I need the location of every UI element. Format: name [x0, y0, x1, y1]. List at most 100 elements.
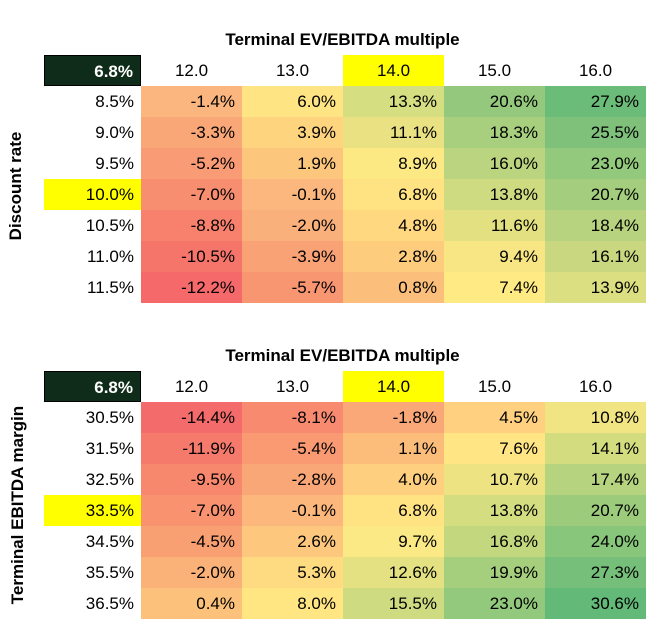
value-cell: 18.4%	[545, 210, 646, 241]
value-cell: 6.8%	[343, 495, 444, 526]
value-cell: 4.0%	[343, 464, 444, 495]
value-cell: -8.8%	[141, 210, 242, 241]
value-cell: 4.5%	[444, 402, 545, 433]
value-cell: 27.3%	[545, 557, 646, 588]
value-cell: 18.3%	[444, 117, 545, 148]
value-cell: 13.9%	[545, 272, 646, 303]
row-axis-label: Discount rate	[6, 131, 25, 241]
value-cell: -11.9%	[141, 433, 242, 464]
value-cell: 25.5%	[545, 117, 646, 148]
row-header: 9.0%	[95, 123, 134, 142]
value-cell: -0.1%	[242, 495, 343, 526]
value-cell: 2.6%	[242, 526, 343, 557]
value-cell: 8.9%	[343, 148, 444, 179]
row-header: 8.5%	[95, 92, 134, 111]
table-title: Terminal EV/EBITDA multiple	[225, 30, 460, 49]
sensitivity-grid: 6.8% 12.0 13.0 14.0 15.0 16.0 8.5% -1.4% 6.0% 13.…	[44, 55, 646, 303]
value-cell: -2.0%	[141, 557, 242, 588]
value-cell: -0.1%	[242, 179, 343, 210]
value-cell: 15.5%	[343, 588, 444, 619]
value-cell: 10.7%	[444, 464, 545, 495]
row-header: 10.5%	[85, 216, 134, 235]
value-cell: 11.6%	[444, 210, 545, 241]
value-cell: 13.8%	[444, 495, 545, 526]
value-cell: -5.4%	[242, 433, 343, 464]
value-cell: 5.3%	[242, 557, 343, 588]
value-cell: -5.2%	[141, 148, 242, 179]
value-cell: -8.1%	[242, 402, 343, 433]
value-cell: 24.0%	[545, 526, 646, 557]
value-cell: 30.6%	[545, 588, 646, 619]
base-case-value: 6.8%	[44, 371, 141, 402]
value-cell: 23.0%	[545, 148, 646, 179]
row-header: 30.5%	[85, 408, 134, 427]
column-header: 13.0	[275, 377, 310, 396]
value-cell: -12.2%	[141, 272, 242, 303]
value-cell: -2.8%	[242, 464, 343, 495]
row-header: 9.5%	[95, 154, 134, 173]
row-header: 36.5%	[85, 594, 134, 613]
value-cell: 8.0%	[242, 588, 343, 619]
column-header: 12.0	[174, 61, 209, 80]
value-cell: 9.7%	[343, 526, 444, 557]
row-header: 10.0%	[44, 179, 141, 210]
value-cell: -1.4%	[141, 86, 242, 117]
column-header: 15.0	[477, 61, 512, 80]
column-header: 15.0	[477, 377, 512, 396]
value-cell: 20.6%	[444, 86, 545, 117]
value-cell: 19.9%	[444, 557, 545, 588]
value-cell: 4.8%	[343, 210, 444, 241]
base-case-value: 6.8%	[44, 55, 141, 86]
value-cell: 0.4%	[141, 588, 242, 619]
value-cell: -1.8%	[343, 402, 444, 433]
row-header: 32.5%	[85, 470, 134, 489]
value-cell: 3.9%	[242, 117, 343, 148]
value-cell: 9.4%	[444, 241, 545, 272]
row-header: 11.0%	[87, 247, 134, 266]
value-cell: 16.0%	[444, 148, 545, 179]
sensitivity-grid: 6.8% 12.0 13.0 14.0 15.0 16.0 30.5% -14.4% -8.1%…	[44, 371, 646, 619]
value-cell: 7.6%	[444, 433, 545, 464]
value-cell: -3.3%	[141, 117, 242, 148]
value-cell: 13.8%	[444, 179, 545, 210]
value-cell: 6.8%	[343, 179, 444, 210]
column-header: 14.0	[343, 55, 444, 86]
column-header: 16.0	[578, 61, 613, 80]
value-cell: -14.4%	[141, 402, 242, 433]
value-cell: 27.9%	[545, 86, 646, 117]
value-cell: 12.6%	[343, 557, 444, 588]
row-header: 35.5%	[85, 563, 134, 582]
value-cell: 11.1%	[343, 117, 444, 148]
value-cell: -4.5%	[141, 526, 242, 557]
value-cell: 1.1%	[343, 433, 444, 464]
value-cell: 14.1%	[545, 433, 646, 464]
table-title: Terminal EV/EBITDA multiple	[225, 346, 460, 365]
column-header: 12.0	[174, 377, 209, 396]
value-cell: 23.0%	[444, 588, 545, 619]
value-cell: -2.0%	[242, 210, 343, 241]
column-header: 16.0	[578, 377, 613, 396]
value-cell: 2.8%	[343, 241, 444, 272]
value-cell: -3.9%	[242, 241, 343, 272]
value-cell: 20.7%	[545, 495, 646, 526]
value-cell: 0.8%	[343, 272, 444, 303]
value-cell: -7.0%	[141, 179, 242, 210]
value-cell: -9.5%	[141, 464, 242, 495]
column-header: 13.0	[275, 61, 310, 80]
value-cell: -10.5%	[141, 241, 242, 272]
row-header: 34.5%	[85, 532, 134, 551]
column-header: 14.0	[343, 371, 444, 402]
value-cell: -5.7%	[242, 272, 343, 303]
row-header: 31.5%	[85, 439, 134, 458]
value-cell: 17.4%	[545, 464, 646, 495]
value-cell: 6.0%	[242, 86, 343, 117]
value-cell: 16.8%	[444, 526, 545, 557]
value-cell: -7.0%	[141, 495, 242, 526]
row-header: 33.5%	[44, 495, 141, 526]
row-axis-label: Terminal EBITDA margin	[8, 405, 27, 605]
value-cell: 10.8%	[545, 402, 646, 433]
value-cell: 7.4%	[444, 272, 545, 303]
row-header: 11.5%	[87, 278, 134, 297]
value-cell: 16.1%	[545, 241, 646, 272]
value-cell: 1.9%	[242, 148, 343, 179]
